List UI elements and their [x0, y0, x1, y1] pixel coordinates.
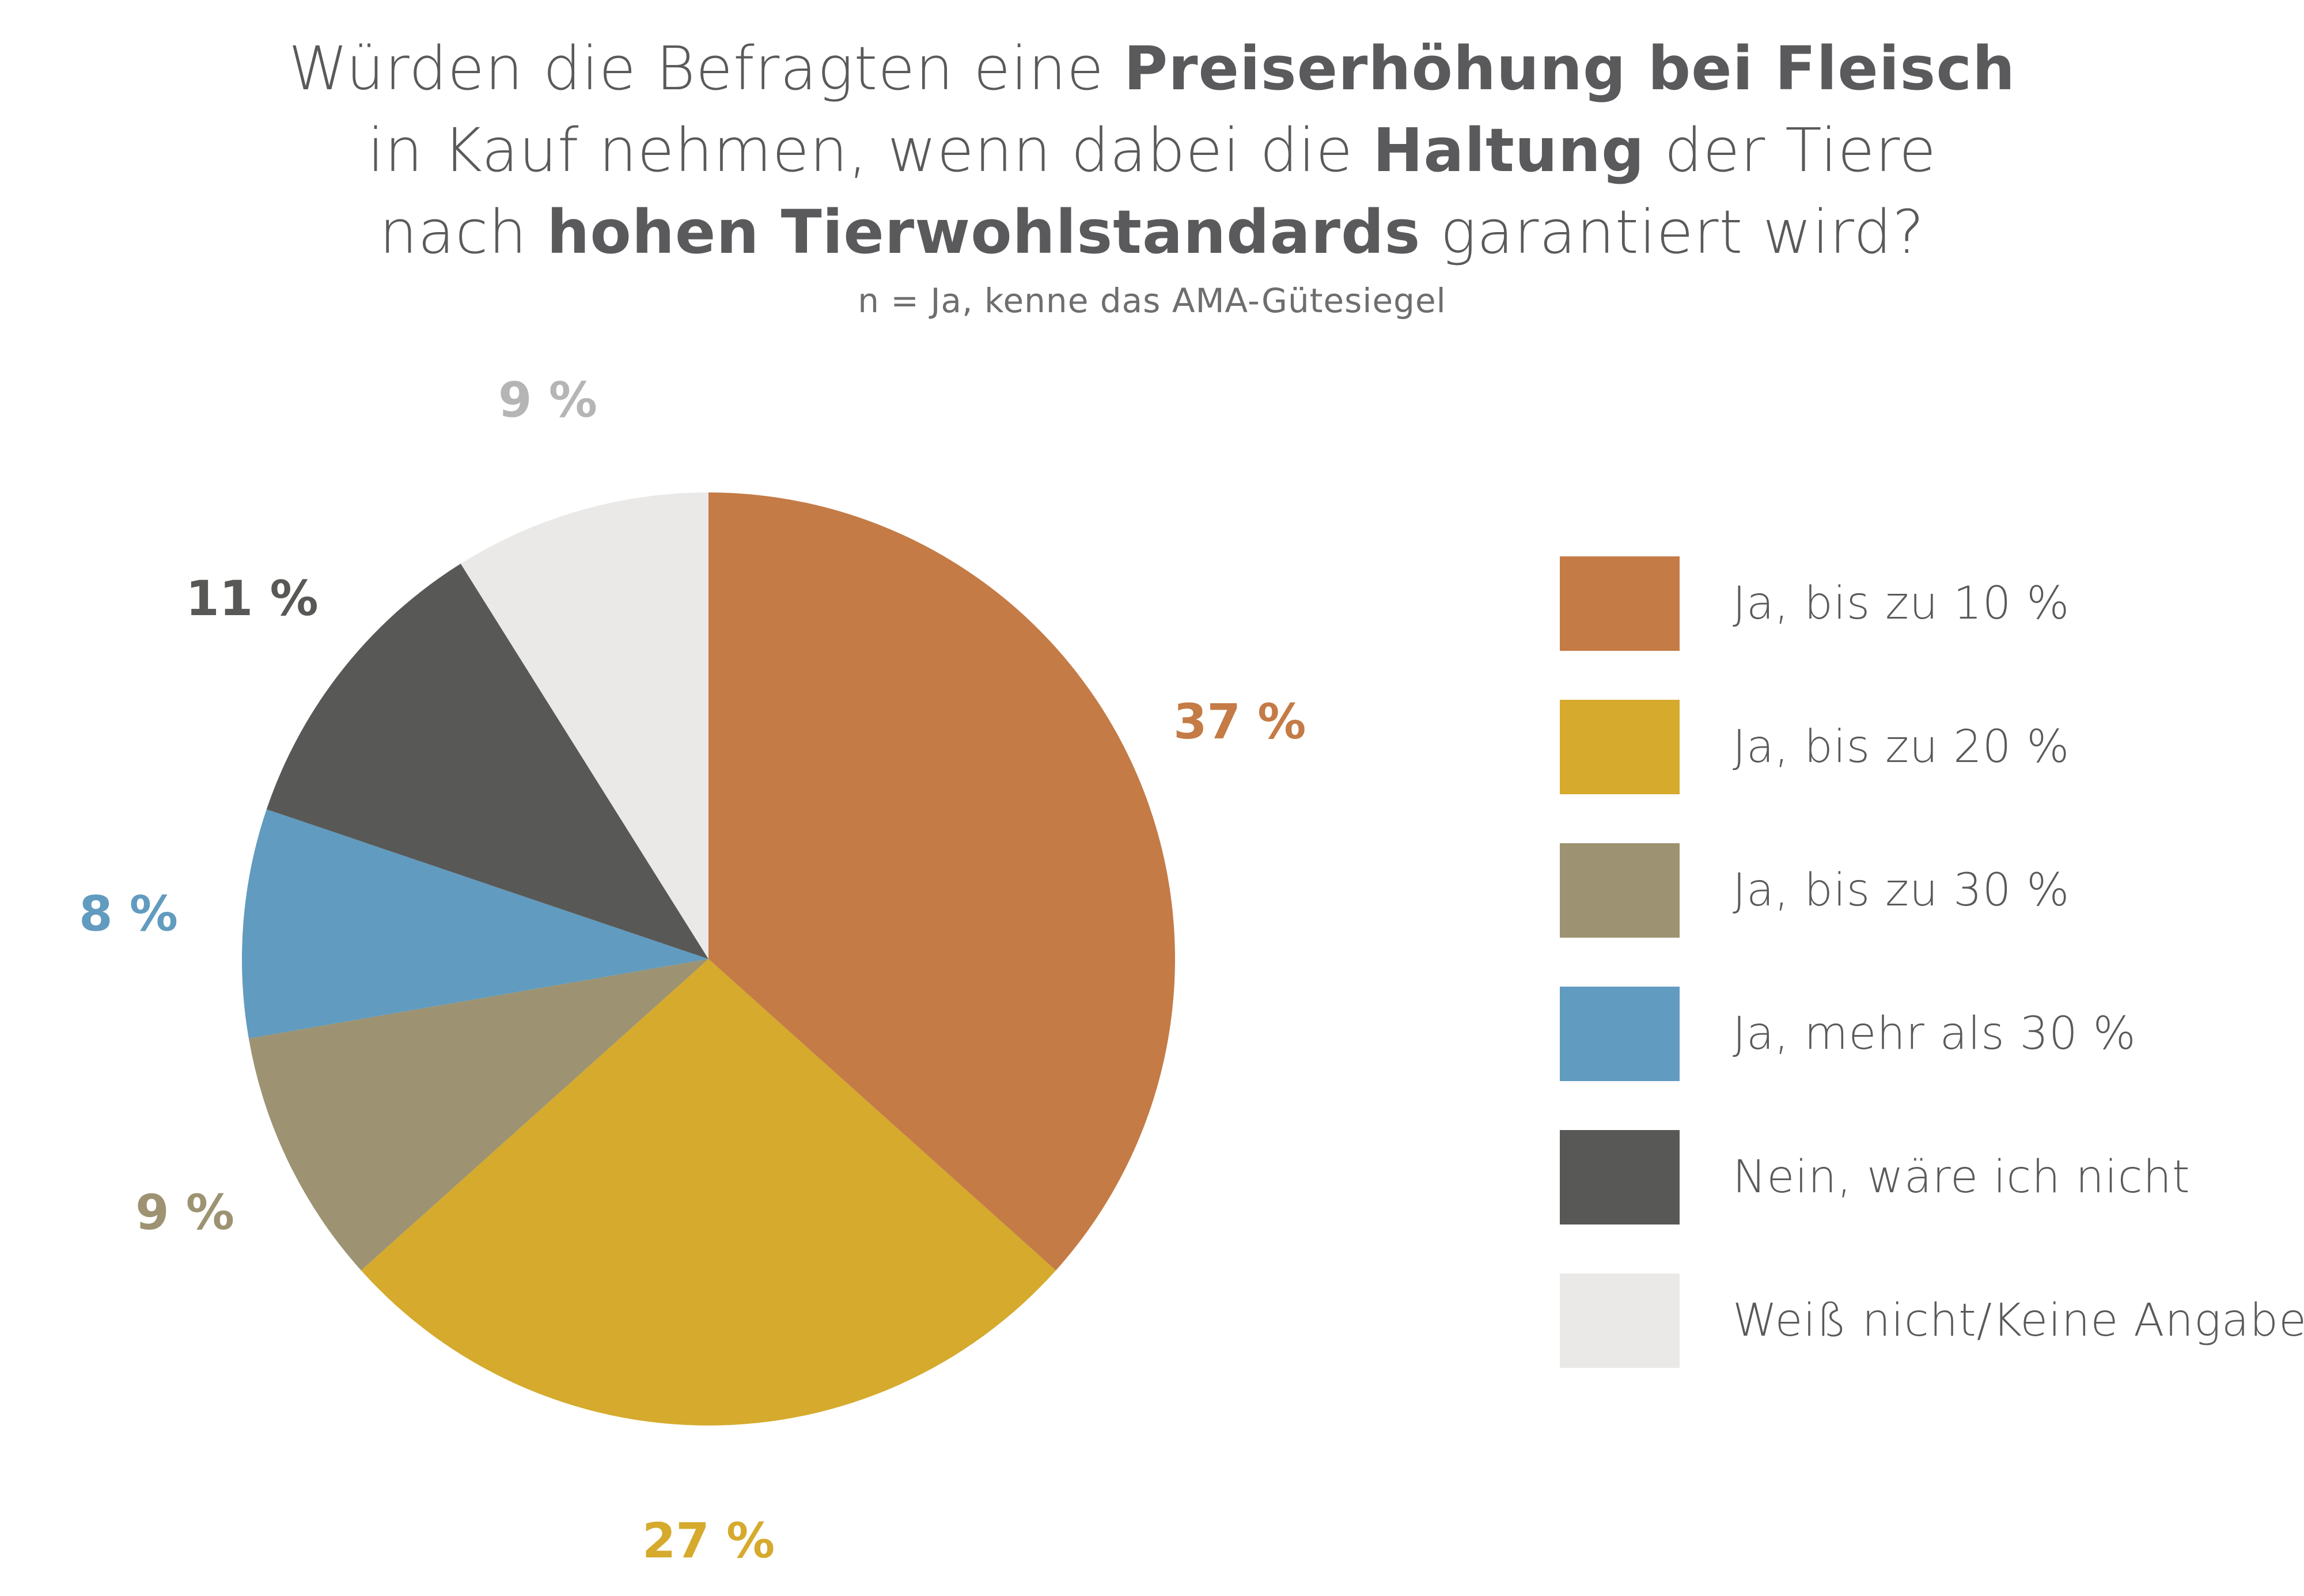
pie-slice-ja-bis-zu-30 — [248, 959, 709, 1271]
legend-swatch — [1560, 1130, 1680, 1225]
legend-label: Ja, bis zu 20 % — [1733, 721, 2070, 773]
title-line-2-part-3: der Tiere — [1644, 115, 1937, 185]
slice-value-label-ja-bis-zu-30: 9 % — [135, 1184, 234, 1241]
slice-value-label-ja-bis-zu-10: 37 % — [1173, 693, 1306, 750]
chart-subtitle: n = Ja, kenne das AMA-Gütesiegel — [858, 281, 1446, 320]
title-line-1-part-1: Würden die Befragten eine — [288, 33, 1124, 104]
title-line-2: in Kauf nehmen, wenn dabei die Haltung d… — [0, 109, 2304, 191]
slice-value-label-nein-waere-ich-nicht: 11 % — [185, 570, 318, 627]
slice-value-label-ja-bis-zu-20: 27 % — [642, 1512, 775, 1569]
legend-swatch — [1560, 556, 1680, 651]
title-line-2-part-2: Haltung — [1373, 115, 1645, 185]
legend-label: Ja, mehr als 30 % — [1733, 1008, 2136, 1060]
legend-label: Weiß nicht/Keine Angabe — [1733, 1295, 2304, 1347]
legend-item-ja-bis-zu-20: Ja, bis zu 20 % — [1560, 700, 2304, 794]
legend-swatch — [1560, 700, 1680, 794]
legend-label: Ja, bis zu 10 % — [1733, 578, 2070, 630]
legend-swatch — [1560, 987, 1680, 1081]
pie-slice-nein-waere-ich-nicht — [266, 563, 709, 959]
slice-value-label-ja-mehr-als-30: 8 % — [79, 886, 178, 942]
pie-slice-weiss-nicht-keine-angabe — [460, 492, 708, 959]
pie-slices — [242, 492, 1176, 1426]
title-line-3: nach hohen Tierwohlstandards garantiert … — [0, 191, 2304, 273]
title-line-1-part-2: Preiserhöhung bei Fleisch — [1124, 33, 2016, 104]
legend-swatch — [1560, 1273, 1680, 1368]
legend-swatch — [1560, 843, 1680, 938]
title-line-3-part-3: garantiert wird? — [1420, 197, 1925, 267]
legend-item-nein-waere-ich-nicht: Nein, wäre ich nicht — [1560, 1130, 2304, 1225]
pie-slice-ja-mehr-als-30 — [242, 809, 708, 1038]
legend-item-ja-bis-zu-30: Ja, bis zu 30 % — [1560, 843, 2304, 938]
legend-label: Ja, bis zu 30 % — [1733, 865, 2070, 916]
legend-label: Nein, wäre ich nicht — [1733, 1151, 2191, 1203]
chart-title: Würden die Befragten eine Preiserhöhung … — [0, 28, 2304, 273]
title-line-2-part-1: in Kauf nehmen, wenn dabei die — [367, 115, 1373, 185]
pie-slice-labels: 37 % 27 % 9 % 8 % 11 % 9 % — [79, 371, 1306, 1569]
title-line-1: Würden die Befragten eine Preiserhöhung … — [0, 28, 2304, 109]
slice-value-label-weiss-nicht-keine-angabe: 9 % — [498, 371, 597, 428]
title-line-3-part-2: hohen Tierwohlstandards — [547, 197, 1421, 267]
legend-item-ja-mehr-als-30: Ja, mehr als 30 % — [1560, 987, 2304, 1081]
legend-item-weiss-nicht-keine-angabe: Weiß nicht/Keine Angabe — [1560, 1273, 2304, 1368]
title-line-3-part-1: nach — [379, 197, 547, 267]
legend-item-ja-bis-zu-10: Ja, bis zu 10 % — [1560, 556, 2304, 651]
pie-slice-ja-bis-zu-10 — [708, 492, 1176, 1271]
pie-slice-ja-bis-zu-20 — [361, 959, 1056, 1426]
